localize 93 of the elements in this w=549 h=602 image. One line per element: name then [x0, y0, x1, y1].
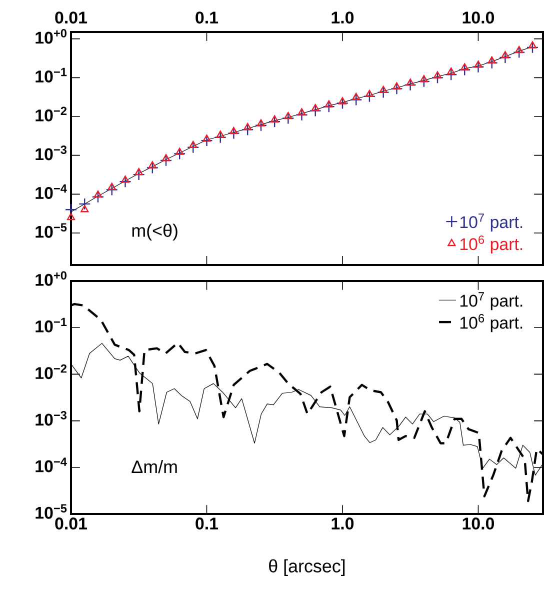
y-tick-label: 10$^{−2}$ [36, 364, 67, 380]
point [324, 100, 333, 108]
point [431, 72, 444, 84]
point [350, 94, 362, 106]
point [94, 190, 102, 198]
point [216, 130, 224, 138]
x-tick-label: 0.1 [196, 12, 218, 24]
point [363, 90, 376, 102]
x-tick-label: 10.0 [462, 518, 494, 530]
point [298, 108, 306, 116]
point [202, 134, 211, 142]
point [214, 131, 226, 144]
point [132, 168, 145, 181]
point [148, 161, 156, 168]
point [92, 190, 104, 203]
legend-label: 10$^{6}$ part. [460, 314, 522, 332]
point [244, 122, 252, 130]
point [66, 212, 76, 220]
point [121, 176, 130, 183]
y-tick-label: 10$^{−3}$ [36, 146, 67, 160]
point [78, 198, 91, 210]
point [106, 184, 118, 196]
point [174, 148, 186, 160]
point [228, 127, 240, 140]
point [390, 82, 403, 95]
y-tick-label: 10$^{−2}$ [36, 106, 67, 122]
y-tick-label: 10$^{+0}$ [36, 29, 66, 44]
point [322, 100, 335, 113]
point [499, 51, 512, 64]
point [352, 92, 360, 100]
point [80, 205, 89, 212]
legend-label: 10$^{6}$ part. [460, 235, 522, 254]
point [365, 90, 374, 98]
y-tick-label: 10$^{−3}$ [36, 410, 67, 426]
point [284, 112, 292, 120]
point [488, 56, 496, 64]
point [200, 134, 213, 147]
point [119, 176, 132, 188]
point [189, 140, 198, 148]
point [515, 46, 524, 54]
point [528, 41, 537, 48]
point [392, 82, 401, 90]
point [445, 68, 458, 81]
point [64, 204, 78, 216]
annotation: m(<θ) [132, 224, 178, 241]
y-tick-label: 10$^{+0}$ [36, 271, 66, 286]
point [486, 56, 498, 69]
point [187, 141, 200, 154]
point [513, 46, 526, 58]
point [311, 104, 320, 112]
x-tick-label: 10.0 [462, 12, 494, 24]
point [270, 115, 279, 122]
x-tick-label: 1.0 [332, 12, 354, 24]
point [309, 104, 322, 117]
point [108, 182, 116, 190]
point [160, 154, 172, 166]
annotation: Δm/m [132, 460, 177, 474]
point [474, 60, 482, 68]
point [230, 126, 238, 134]
point [336, 97, 349, 110]
y-tick-label: 10$^{−1}$ [36, 318, 67, 332]
y-tick-label: 10$^{−5}$ [36, 504, 67, 519]
point [176, 148, 184, 155]
y-tick-label: 10$^{−5}$ [36, 223, 67, 238]
point [377, 86, 390, 98]
point [296, 108, 308, 121]
x-tick-label: 0.01 [55, 12, 88, 24]
x-axis-title: θ [arcsec] [269, 559, 345, 576]
point [433, 71, 442, 78]
point [460, 63, 469, 70]
point [447, 67, 456, 75]
point [338, 97, 347, 104]
point [134, 168, 143, 176]
point [242, 124, 254, 136]
legend-label: 10$^{7}$ part. [460, 292, 522, 310]
y-tick-label: 10$^{−1}$ [36, 68, 67, 82]
y-tick-label: 10$^{−4}$ [36, 184, 67, 199]
point [406, 78, 414, 86]
point [458, 64, 471, 76]
point [146, 162, 158, 174]
x-tick-label: 1.0 [332, 518, 354, 530]
x-tick-label: 0.1 [196, 518, 218, 530]
x-tick-label: 0.01 [55, 518, 88, 530]
point [420, 75, 428, 82]
point [268, 116, 281, 128]
legend-label: 10$^{7}$ part. [460, 214, 522, 232]
y-tick-label: 10$^{−4}$ [36, 458, 67, 472]
point [282, 112, 294, 124]
point [162, 154, 170, 162]
point [256, 119, 266, 126]
point [501, 51, 510, 58]
point [379, 86, 388, 93]
point [254, 119, 268, 132]
